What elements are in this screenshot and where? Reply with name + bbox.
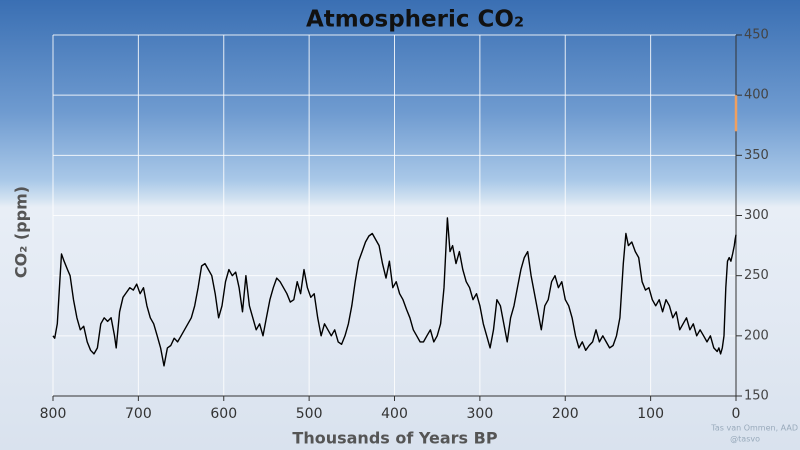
y-tick-label: 400 bbox=[744, 88, 769, 103]
y-tick-label: 450 bbox=[744, 28, 769, 43]
x-tick-label: 300 bbox=[467, 406, 494, 422]
x-tick-label: 700 bbox=[125, 406, 152, 422]
x-tick-label: 800 bbox=[40, 406, 67, 422]
x-axis-label: Thousands of Years BP bbox=[292, 429, 497, 448]
y-tick-label: 250 bbox=[744, 268, 769, 283]
y-tick-label: 300 bbox=[744, 208, 769, 223]
x-tick-label: 100 bbox=[637, 406, 664, 422]
x-tick-label: 500 bbox=[296, 406, 323, 422]
data-line bbox=[52, 217, 737, 367]
y-tick-label: 200 bbox=[744, 328, 769, 343]
x-tick-label: 0 bbox=[732, 406, 741, 422]
x-tick-label: 200 bbox=[552, 406, 579, 422]
y-tick-label: 350 bbox=[744, 148, 769, 163]
y-tick-label: 150 bbox=[744, 389, 769, 404]
credit: @tasvo bbox=[730, 435, 760, 444]
x-tick-label: 400 bbox=[381, 406, 408, 422]
credit: Tas van Ommen, AAD bbox=[710, 424, 798, 433]
y-axis-label: CO₂ (ppm) bbox=[12, 186, 31, 278]
x-tick-label: 600 bbox=[210, 406, 237, 422]
chart-title: Atmospheric CO₂ bbox=[306, 7, 524, 33]
